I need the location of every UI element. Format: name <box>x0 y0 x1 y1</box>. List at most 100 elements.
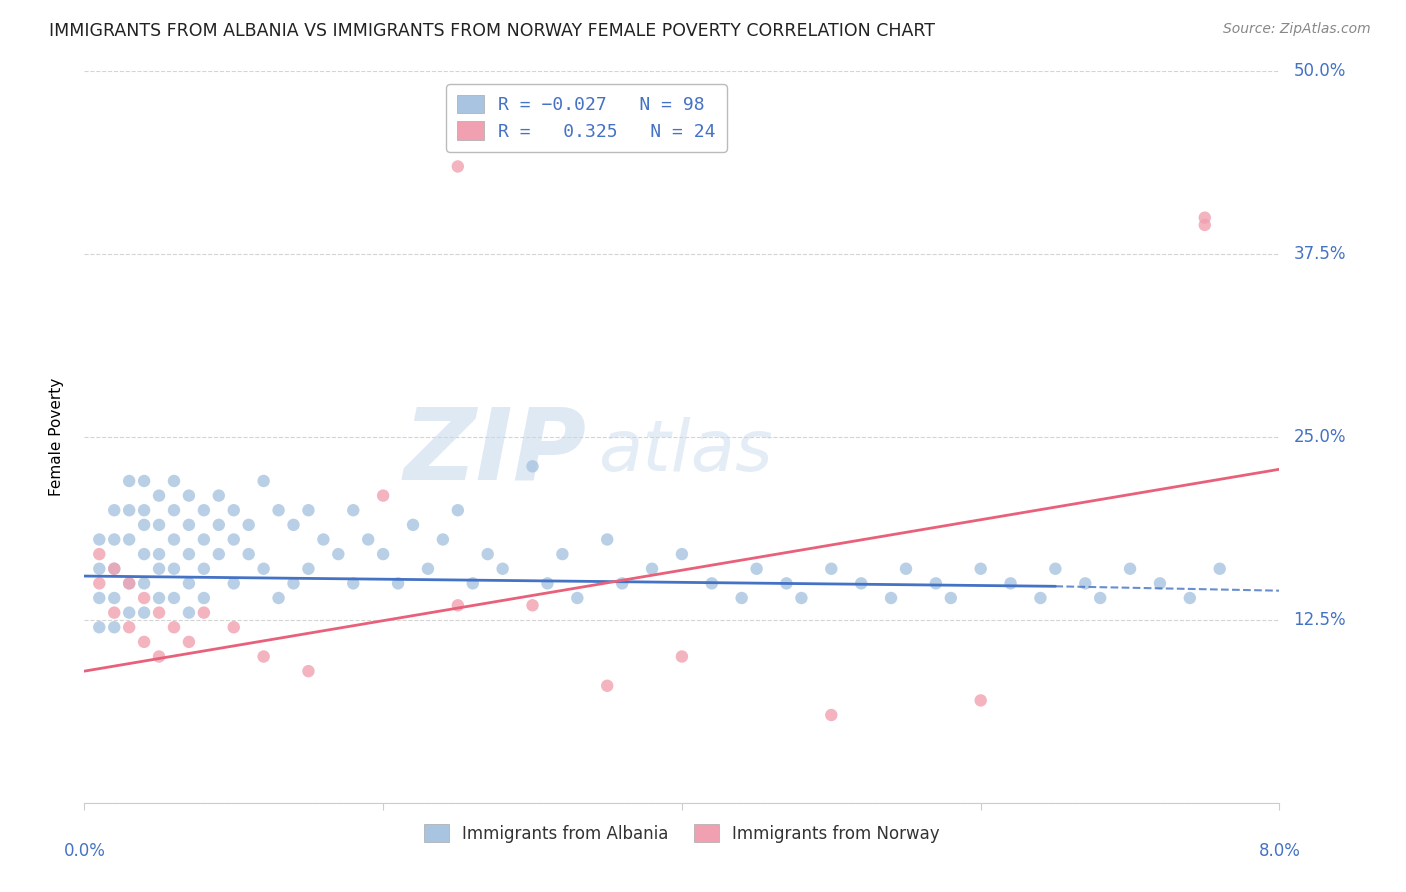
Point <box>118 620 141 634</box>
Point <box>477 547 499 561</box>
Point <box>671 649 693 664</box>
Point <box>416 562 439 576</box>
Point <box>283 576 305 591</box>
Point <box>103 562 125 576</box>
Point <box>132 606 156 620</box>
Text: Source: ZipAtlas.com: Source: ZipAtlas.com <box>1223 22 1371 37</box>
Point <box>671 547 693 561</box>
Point <box>596 679 619 693</box>
Point <box>177 606 200 620</box>
Point <box>1149 576 1171 591</box>
Point <box>612 576 634 591</box>
Point <box>373 489 395 503</box>
Point <box>851 576 873 591</box>
Point <box>447 599 470 613</box>
Point <box>283 517 305 532</box>
Point <box>118 576 141 591</box>
Point <box>132 503 156 517</box>
Point <box>820 708 842 723</box>
Point <box>357 533 380 547</box>
Point <box>1000 576 1022 591</box>
Point <box>177 576 200 591</box>
Point <box>297 503 319 517</box>
Point <box>132 474 156 488</box>
Point <box>148 591 170 605</box>
Point <box>387 576 409 591</box>
Point <box>177 489 200 503</box>
Point <box>148 547 170 561</box>
Point <box>894 562 917 576</box>
Point <box>103 591 125 605</box>
Point <box>208 547 231 561</box>
Point <box>222 576 245 591</box>
Point <box>536 576 558 591</box>
Text: 8.0%: 8.0% <box>1258 842 1301 860</box>
Point <box>641 562 664 576</box>
Point <box>342 576 364 591</box>
Point <box>925 576 948 591</box>
Point <box>790 591 813 605</box>
Point <box>89 547 111 561</box>
Point <box>89 591 111 605</box>
Point <box>253 474 276 488</box>
Point <box>492 562 515 576</box>
Point <box>461 576 484 591</box>
Point <box>1209 562 1232 576</box>
Point <box>103 503 125 517</box>
Text: 12.5%: 12.5% <box>1294 611 1346 629</box>
Text: atlas: atlas <box>599 417 773 486</box>
Point <box>253 562 276 576</box>
Point <box>522 459 544 474</box>
Point <box>118 576 141 591</box>
Point <box>89 576 111 591</box>
Point <box>267 591 290 605</box>
Point <box>745 562 768 576</box>
Point <box>1194 218 1216 232</box>
Y-axis label: Female Poverty: Female Poverty <box>49 378 63 496</box>
Point <box>447 160 470 174</box>
Point <box>970 562 993 576</box>
Point <box>222 503 245 517</box>
Point <box>89 620 111 634</box>
Point <box>238 547 260 561</box>
Point <box>208 489 231 503</box>
Point <box>89 562 111 576</box>
Point <box>148 606 170 620</box>
Point <box>103 562 125 576</box>
Text: 37.5%: 37.5% <box>1294 245 1346 263</box>
Point <box>596 533 619 547</box>
Point <box>328 547 350 561</box>
Point <box>267 503 290 517</box>
Text: 25.0%: 25.0% <box>1294 428 1346 446</box>
Point <box>432 533 454 547</box>
Point <box>163 620 186 634</box>
Point <box>939 591 962 605</box>
Point <box>163 591 186 605</box>
Point <box>148 517 170 532</box>
Point <box>253 649 276 664</box>
Point <box>132 635 156 649</box>
Point <box>970 693 993 707</box>
Point <box>103 533 125 547</box>
Point <box>148 489 170 503</box>
Point <box>193 591 215 605</box>
Point <box>103 620 125 634</box>
Point <box>238 517 260 532</box>
Point <box>820 562 842 576</box>
Point <box>373 547 395 561</box>
Text: ZIP: ZIP <box>404 403 586 500</box>
Point <box>118 474 141 488</box>
Point <box>551 547 574 561</box>
Point <box>103 606 125 620</box>
Text: IMMIGRANTS FROM ALBANIA VS IMMIGRANTS FROM NORWAY FEMALE POVERTY CORRELATION CHA: IMMIGRANTS FROM ALBANIA VS IMMIGRANTS FR… <box>49 22 935 40</box>
Point <box>297 562 319 576</box>
Point <box>775 576 797 591</box>
Point <box>177 635 200 649</box>
Point <box>177 547 200 561</box>
Point <box>208 517 231 532</box>
Point <box>132 576 156 591</box>
Point <box>193 503 215 517</box>
Point <box>402 517 425 532</box>
Point <box>1178 591 1201 605</box>
Point <box>132 591 156 605</box>
